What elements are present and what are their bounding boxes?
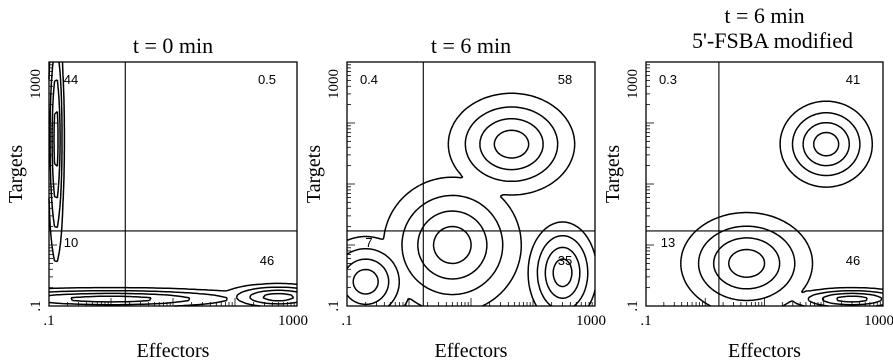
x-axis-label: Effectors bbox=[435, 340, 508, 362]
quadrant-upper-left-value: 44 bbox=[64, 72, 78, 87]
chart-panel-1: t = 0 min 44 0.5 10 46 .1 1000 .1 1000 Effectors T… bbox=[5, 33, 308, 362]
density-contour-3 bbox=[48, 79, 298, 306]
y-tick-label-max: 1000 bbox=[28, 69, 44, 99]
chart-title: t = 0 min bbox=[133, 33, 213, 58]
quadrant-lower-left-value: 10 bbox=[64, 235, 78, 250]
quadrant-lower-right-value: 35 bbox=[558, 253, 572, 268]
density-contour-1 bbox=[680, 100, 884, 307]
density-contour-1 bbox=[346, 92, 596, 307]
y-tick-label-min: .1 bbox=[28, 300, 44, 311]
x-tick-label-max: 1000 bbox=[576, 313, 606, 329]
y-tick-label-min: .1 bbox=[326, 300, 342, 311]
quadrant-lower-left-value: 13 bbox=[661, 235, 675, 250]
density-contour-3 bbox=[346, 117, 581, 306]
quadrant-lower-right-value: 46 bbox=[260, 253, 274, 268]
quadrant-upper-right-value: 0.5 bbox=[258, 72, 276, 87]
density-contour-2 bbox=[697, 112, 884, 307]
y-tick-label-max: 1000 bbox=[326, 69, 342, 99]
chart-title: t = 6 min bbox=[724, 3, 804, 28]
x-axis-label: Effectors bbox=[728, 340, 801, 362]
x-tick-label-min: .1 bbox=[43, 313, 54, 329]
quadrant-upper-right-value: 41 bbox=[846, 72, 860, 87]
x-axis-label: Effectors bbox=[137, 340, 210, 362]
density-contour-2 bbox=[346, 106, 589, 307]
density-contour-2 bbox=[48, 61, 298, 307]
chart-subtitle: 5'-FSBA modified bbox=[692, 28, 853, 53]
x-tick-label-max: 1000 bbox=[278, 313, 308, 329]
density-contour-3 bbox=[712, 121, 883, 306]
x-tick-label-min: .1 bbox=[341, 313, 352, 329]
quadrant-lower-left-value: 7 bbox=[365, 235, 372, 250]
chart-title: t = 6 min bbox=[431, 33, 511, 58]
x-tick-label-max: 1000 bbox=[864, 313, 893, 329]
density-contour-1 bbox=[48, 61, 298, 292]
y-axis-label: Targets bbox=[5, 145, 27, 203]
y-tick-label-max: 1000 bbox=[625, 69, 641, 99]
y-tick-label-min: .1 bbox=[625, 300, 641, 311]
quadrant-lower-right-value: 46 bbox=[846, 253, 860, 268]
density-contour-4 bbox=[53, 110, 295, 303]
x-tick-label-min: .1 bbox=[640, 313, 651, 329]
quadrant-upper-right-value: 58 bbox=[558, 72, 572, 87]
density-contour-4 bbox=[352, 129, 573, 295]
quadrant-upper-left-value: 0.3 bbox=[659, 72, 677, 87]
plot-frame bbox=[48, 61, 298, 307]
quadrant-upper-left-value: 0.4 bbox=[360, 72, 378, 87]
density-contour-4 bbox=[728, 131, 868, 303]
y-axis-label: Targets bbox=[602, 145, 624, 203]
chart-panel-2: t = 6 min 0.4 58 7 35 .1 1000 .1 1000 Effectors Ta… bbox=[303, 33, 606, 362]
y-axis-label: Targets bbox=[303, 145, 325, 203]
